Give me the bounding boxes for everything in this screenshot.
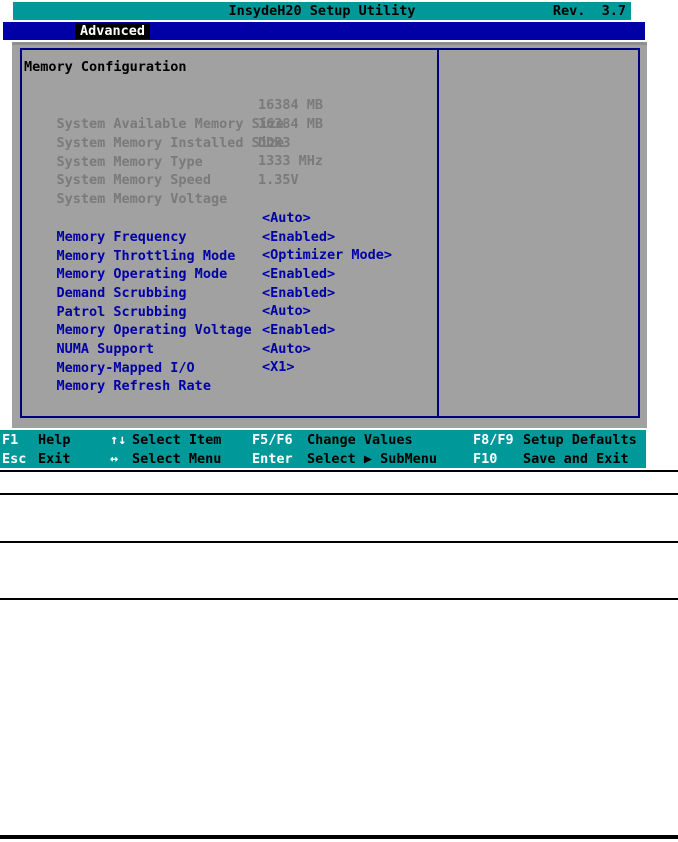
setting-row-numa-support[interactable]: NUMA Support <Enabled>: [24, 321, 336, 357]
separator-line-3: [0, 541, 678, 543]
up-down-arrows-icon: ↑↓: [110, 432, 127, 448]
help-f5f6: F5/F6 Change Values: [252, 431, 413, 449]
info-value: 16384 MB: [258, 116, 324, 132]
info-label: System Available Memory Size: [56, 116, 285, 132]
title-bar: InsydeH20 Setup Utility Rev. 3.7: [13, 2, 631, 20]
setting-value: <Optimizer Mode>: [262, 247, 393, 263]
setting-row-refresh-rate[interactable]: Memory Refresh Rate <X1>: [24, 358, 295, 394]
help-f8f9: F8/F9 Setup Defaults: [473, 431, 637, 449]
setting-value: <Enabled>: [262, 266, 336, 282]
info-label: System Memory Type: [56, 154, 203, 170]
help-f10: F10 Save and Exit: [473, 450, 629, 468]
setting-row-demand-scrubbing[interactable]: Demand Scrubbing <Enabled>: [24, 265, 336, 301]
setting-label: Demand Scrubbing: [56, 285, 187, 301]
key-f8f9: F8/F9: [473, 432, 514, 448]
setting-value: <Enabled>: [262, 285, 336, 301]
setting-value: <X1>: [262, 359, 295, 375]
info-value: 16384 MB: [258, 97, 324, 113]
setting-row-patrol-scrubbing[interactable]: Patrol Scrubbing <Enabled>: [24, 284, 336, 320]
info-label: System Memory Speed: [56, 172, 211, 188]
help-arrows-updown: ↑↓ Select Item: [110, 431, 221, 449]
info-value: 1333 MHz: [258, 153, 324, 169]
info-value: DDR3: [258, 135, 291, 151]
info-row-memory-voltage: System Memory Voltage 1.35V: [24, 171, 299, 207]
help-enter: Enter Select ▶ SubMenu: [252, 450, 437, 468]
setting-value: <Auto>: [262, 303, 311, 319]
info-row-memory-type: System Memory Type DDR3: [24, 134, 291, 170]
help-arrows-leftright: ↔ Select Menu: [110, 450, 221, 468]
help-label-change-values: Change Values: [307, 432, 413, 448]
setting-value: <Auto>: [262, 210, 311, 226]
menu-bar: Advanced: [3, 22, 645, 40]
setting-label: Memory-Mapped I/O: [56, 360, 195, 376]
help-bar-row2: Esc Exit ↔ Select Menu Enter Select ▶ SubMe…: [0, 450, 646, 468]
info-row-installed-memory: System Memory Installed Size 16384 MB: [24, 115, 324, 151]
help-label-select-submenu: Select ▶ SubMenu: [307, 451, 438, 467]
info-row-available-memory: System Available Memory Size 16384 MB: [24, 96, 324, 132]
help-esc: Esc Exit: [2, 450, 71, 468]
setting-label: NUMA Support: [56, 341, 155, 357]
info-label: System Memory Voltage: [56, 191, 228, 207]
tab-advanced[interactable]: Advanced: [75, 23, 151, 39]
help-label-save-exit: Save and Exit: [523, 451, 629, 467]
info-row-memory-speed: System Memory Speed 1333 MHz: [24, 152, 324, 188]
settings-panel-border: [20, 48, 640, 418]
info-value: 1.35V: [258, 172, 299, 188]
help-bar-row1: F1 Help ↑↓ Select Item F5/F6 Change Values …: [0, 431, 646, 449]
help-label-select-menu: Select Menu: [132, 451, 222, 467]
setting-label: Memory Operating Mode: [56, 266, 228, 282]
separator-line-2: [0, 493, 678, 495]
help-label-exit: Exit: [38, 451, 71, 467]
help-label-select-item: Select Item: [132, 432, 222, 448]
panel-divider: [437, 48, 439, 418]
setting-label: Patrol Scrubbing: [56, 304, 187, 320]
setting-label: Memory Operating Voltage: [56, 322, 252, 338]
help-f1: F1 Help: [2, 431, 71, 449]
key-f1: F1: [2, 432, 19, 448]
revision-label: Rev. 3.7: [552, 3, 626, 19]
setting-row-throttling-mode[interactable]: Memory Throttling Mode <Enabled>: [24, 228, 336, 264]
key-f10: F10: [473, 451, 498, 467]
info-label: System Memory Installed Size: [56, 135, 285, 151]
setting-value: <Auto>: [262, 341, 311, 357]
key-enter: Enter: [252, 451, 293, 467]
bottom-border-line: [0, 835, 678, 839]
setting-value: <Enabled>: [262, 322, 336, 338]
key-esc: Esc: [2, 451, 27, 467]
setting-label: Memory Refresh Rate: [56, 378, 211, 394]
key-f5f6: F5/F6: [252, 432, 293, 448]
setting-row-memory-mapped-io[interactable]: Memory-Mapped I/O <Auto>: [24, 340, 311, 376]
help-label-help: Help: [38, 432, 71, 448]
help-label-setup-defaults: Setup Defaults: [523, 432, 637, 448]
bios-body-panel: [12, 42, 647, 428]
separator-line-4: [0, 598, 678, 600]
setting-row-memory-frequency[interactable]: Memory Frequency <Auto>: [24, 209, 311, 245]
setting-label: Memory Throttling Mode: [56, 248, 236, 264]
setting-label: Memory Frequency: [56, 229, 187, 245]
setting-value: <Enabled>: [262, 229, 336, 245]
help-bar: F1 Help ↑↓ Select Item F5/F6 Change Values …: [0, 430, 646, 468]
section-title: Memory Configuration: [24, 59, 187, 75]
setting-row-operating-mode[interactable]: Memory Operating Mode <Optimizer Mode>: [24, 246, 393, 282]
setting-row-operating-voltage[interactable]: Memory Operating Voltage <Auto>: [24, 302, 311, 338]
setup-utility-title: InsydeH20 Setup Utility: [228, 3, 416, 19]
separator-line-1: [0, 470, 678, 472]
left-right-arrows-icon: ↔: [110, 451, 119, 467]
